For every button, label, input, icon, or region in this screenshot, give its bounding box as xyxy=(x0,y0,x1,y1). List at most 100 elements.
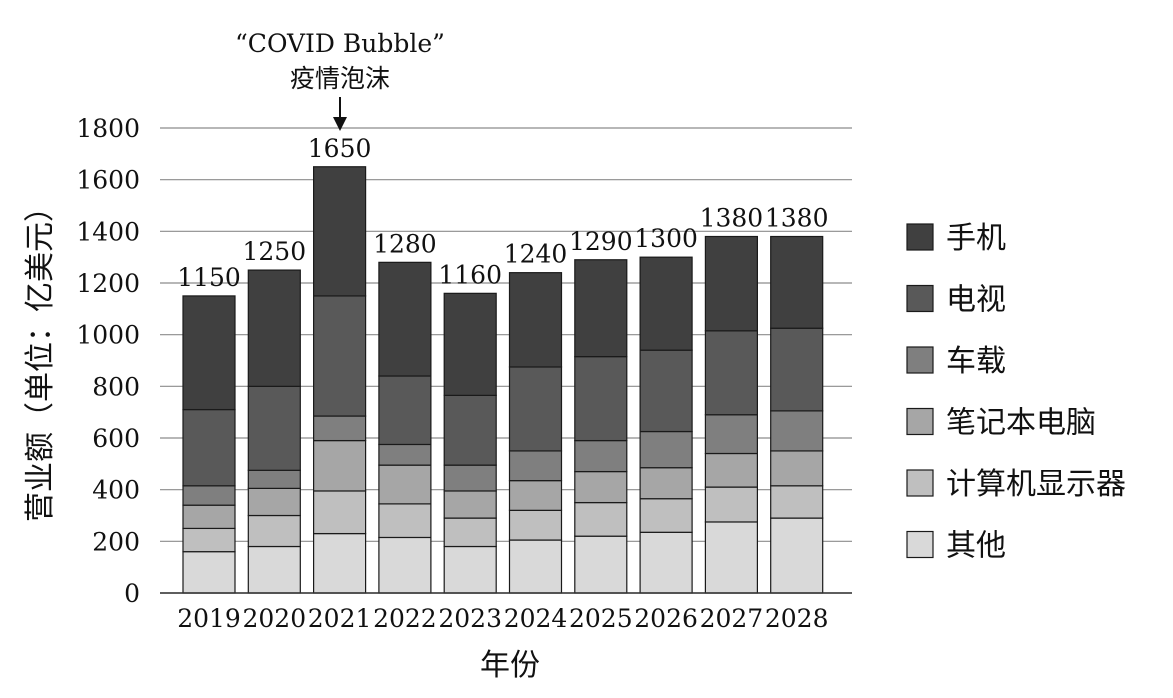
bar-segment xyxy=(639,531,693,594)
total-data-label: 1250 xyxy=(242,237,306,266)
legend-label: 手机 xyxy=(946,221,1006,256)
bar-segment xyxy=(313,295,367,417)
bar-segment xyxy=(639,467,693,500)
bar-segment xyxy=(704,486,759,523)
total-data-label: 1160 xyxy=(438,260,502,289)
bar-segment xyxy=(639,498,693,533)
total-data-label: 1290 xyxy=(569,227,633,256)
legend-label: 计算机显示器 xyxy=(946,467,1126,502)
bar-segment xyxy=(704,452,759,488)
bar-segment xyxy=(182,408,236,487)
bar-segment xyxy=(182,295,236,411)
bar-segment xyxy=(247,545,301,594)
bar-segment xyxy=(378,536,432,594)
total-data-label: 1300 xyxy=(634,224,698,253)
bar-segment xyxy=(508,366,563,452)
bar-segment xyxy=(704,235,759,332)
y-tick-label: 1600 xyxy=(76,166,140,195)
bar-segment xyxy=(378,503,432,539)
bar-segment xyxy=(704,330,759,416)
x-axis-title: 年份 xyxy=(480,648,540,683)
bar-segment xyxy=(639,349,693,433)
y-axis-title: 营业额（单位：亿美元） xyxy=(23,192,58,522)
x-tick-label: 2019 xyxy=(177,604,241,633)
bar-segment xyxy=(182,551,236,594)
bar-segment xyxy=(443,464,497,492)
bar-segment xyxy=(574,501,628,537)
bar-segment xyxy=(508,539,563,594)
x-tick-label: 2021 xyxy=(308,604,372,633)
bar-segment xyxy=(378,261,432,377)
bar-segment xyxy=(770,327,824,412)
total-data-label: 1150 xyxy=(177,263,241,292)
x-tick-label: 2026 xyxy=(634,604,698,633)
bar-segment xyxy=(770,517,824,594)
legend-swatch xyxy=(906,223,934,251)
legend-swatch xyxy=(906,346,934,374)
legend-swatch xyxy=(906,469,934,497)
x-tick-label: 2028 xyxy=(765,604,829,633)
bar-segment xyxy=(639,256,693,351)
total-data-label: 1650 xyxy=(308,134,372,163)
bar-segment xyxy=(378,375,432,446)
legend-label: 笔记本电脑 xyxy=(946,406,1096,441)
bar-segment xyxy=(508,450,563,482)
bar-segment xyxy=(313,415,367,442)
bars xyxy=(182,166,824,594)
legend-swatch xyxy=(906,530,934,559)
bar-segment xyxy=(247,487,301,517)
y-tick-label: 600 xyxy=(92,424,140,453)
bar-segment xyxy=(574,259,628,358)
total-data-label: 1280 xyxy=(373,229,437,258)
bar-segment xyxy=(443,292,497,396)
bar-segment xyxy=(443,490,497,519)
bar-segment xyxy=(704,521,759,594)
y-tick-label: 0 xyxy=(124,579,140,608)
x-tick-label: 2027 xyxy=(700,604,764,633)
bar-segment xyxy=(443,394,497,466)
y-tick-label: 1200 xyxy=(76,269,140,298)
legend-swatch xyxy=(906,284,934,313)
bar-segment xyxy=(704,414,759,455)
x-tick-label: 2023 xyxy=(438,604,502,633)
x-tick-label: 2022 xyxy=(373,604,437,633)
bar-segment xyxy=(639,430,693,469)
bar-segment xyxy=(508,509,563,541)
y-tick-label: 1000 xyxy=(76,321,140,350)
annotation: “COVID Bubble” 疫情泡沫 xyxy=(235,29,445,131)
bar-segment xyxy=(574,356,628,442)
total-data-label: 1380 xyxy=(700,204,764,233)
bar-segment xyxy=(770,450,824,487)
bar-segment xyxy=(378,443,432,466)
bar-segment xyxy=(313,439,367,492)
bar-segment xyxy=(378,464,432,505)
bar-segment xyxy=(182,504,236,530)
legend-swatch xyxy=(906,407,934,436)
bar-segment xyxy=(313,532,367,594)
bar-segment xyxy=(313,166,367,297)
x-tick-label: 2020 xyxy=(242,604,306,633)
bar-segment xyxy=(770,235,824,329)
bar-segment xyxy=(182,527,236,553)
bar-segment xyxy=(770,485,824,519)
bar-segment xyxy=(247,514,301,548)
y-tick-label: 800 xyxy=(92,372,140,401)
y-tick-label: 400 xyxy=(92,476,140,505)
bar-segment xyxy=(508,272,563,368)
bar-segment xyxy=(574,535,628,594)
bar-segment xyxy=(508,480,563,511)
y-tick-label: 200 xyxy=(92,527,140,556)
bar-segment xyxy=(574,470,628,504)
x-tick-label: 2025 xyxy=(569,604,633,633)
legend-label: 车载 xyxy=(946,344,1006,379)
y-tick-label: 1800 xyxy=(76,114,140,143)
legend-label: 其他 xyxy=(946,529,1006,564)
bar-segment xyxy=(574,439,628,473)
annotation-line2: 疫情泡沫 xyxy=(290,64,390,93)
bar-segment xyxy=(443,545,497,594)
y-tick-label: 1400 xyxy=(76,217,140,246)
